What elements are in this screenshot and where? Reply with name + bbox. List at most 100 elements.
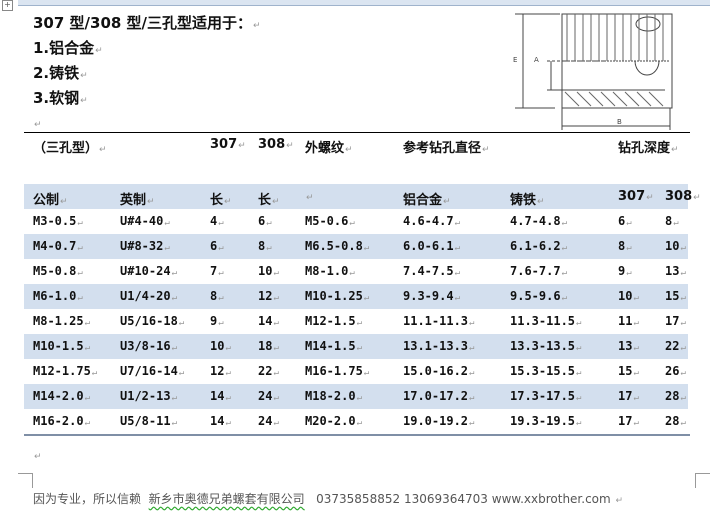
table-cell: 14 (210, 414, 231, 428)
table-row: M10-1.5 U3/8-16 10 18 M14-1.5 13.1-13.3 13.3-1… (24, 334, 688, 359)
type-label: （三孔型） (33, 137, 107, 156)
column-header: 铝合金 (403, 189, 451, 208)
table-cell: M5-0.8 (33, 264, 83, 278)
table-cell: 6 (618, 214, 632, 228)
column-header: 铸铁 (510, 189, 545, 208)
table-cell: M12-1.75 (33, 364, 97, 378)
table-cell: M8-1.0 (305, 264, 355, 278)
table-cell: 6.1-6.2 (510, 239, 567, 253)
footer: 因为专业，所以信赖 新乡市奥德兄弟螺套有限公司 03735858852 1306… (33, 490, 623, 507)
table-cell: 22 (258, 364, 279, 378)
table-cell: M12-1.5 (305, 314, 362, 328)
table-cell: 24 (258, 414, 279, 428)
table-cell: M8-1.25 (33, 314, 90, 328)
table-row: M6-1.0 U1/4-20 8 12 M10-1.25 9.3-9.4 9.5-9.6 10… (24, 284, 688, 309)
diagram-label-e: E (513, 56, 517, 64)
table-row: M8-1.25 U5/16-18 9 14 M12-1.5 11.1-11.3 11.3-1… (24, 309, 688, 334)
drill-diameter-label: 参考钻孔直径 (403, 137, 490, 156)
table-cell: 6 (210, 239, 224, 253)
column-header: 307 (618, 189, 654, 204)
table-cell: U5/8-11 (120, 414, 177, 428)
table-cell: 4.7-4.8 (510, 214, 567, 228)
table-header-row: 公制英制长长铝合金铸铁307308 (24, 184, 692, 209)
column-header: 长 (258, 189, 280, 208)
table-cell: M14-2.0 (33, 389, 90, 403)
table-cell: 4 (210, 214, 224, 228)
footer-slogan: 因为专业，所以信赖 (33, 492, 142, 506)
table-cell: U1/4-20 (120, 289, 177, 303)
table-top-border (18, 0, 710, 6)
table-cell: 10 (210, 339, 231, 353)
table-row: M16-2.0 U5/8-11 14 24 M20-2.0 19.0-19.2 19.3-1… (24, 409, 688, 434)
table-cell: M16-1.75 (305, 364, 369, 378)
table-cell: M18-2.0 (305, 389, 362, 403)
table-cell: U#8-32 (120, 239, 170, 253)
table-cell: 6.0-6.1 (403, 239, 460, 253)
table-cell: 17 (618, 389, 639, 403)
table-cell: 7.4-7.5 (403, 264, 460, 278)
table-cell: 8 (258, 239, 272, 253)
table-cell: 15.0-16.2 (403, 364, 474, 378)
table-cell: 14 (210, 389, 231, 403)
table-cell: 11.1-11.3 (403, 314, 474, 328)
table-cell: U3/8-16 (120, 339, 177, 353)
table-cell: 18 (258, 339, 279, 353)
table-row: M4-0.7 U#8-32 6 8 M6.5-0.8 6.0-6.1 6.1-6.2 8 10 (24, 234, 688, 259)
table-cell: 4.6-4.7 (403, 214, 460, 228)
column-header: 英制 (120, 189, 155, 208)
intro-item: 3.软钢 (33, 87, 88, 108)
intro-item: 1.铝合金 (33, 37, 103, 58)
table-cell: M20-2.0 (305, 414, 362, 428)
diagram-label-b: B (617, 118, 622, 126)
table-cell: 28 (665, 389, 686, 403)
table-cell: 8 (665, 214, 679, 228)
table-cell: M10-1.5 (33, 339, 90, 353)
footer-website: www.xxbrother.com (491, 492, 611, 506)
table-cell: 28 (665, 414, 686, 428)
table-cell: 8 (618, 239, 632, 253)
footer-company: 新乡市奥德兄弟螺套有限公司 (148, 492, 305, 506)
table-cell: 17 (665, 314, 686, 328)
table-row: M5-0.8 U#10-24 7 10 M8-1.0 7.4-7.5 7.6-7.7 9 13 (24, 259, 688, 284)
table-cell: 13.1-13.3 (403, 339, 474, 353)
footer-phone: 13069364703 (403, 492, 488, 506)
intro-title: 307 型/308 型/三孔型适用于： (33, 12, 261, 33)
table-cell: 12 (258, 289, 279, 303)
table-divider (24, 132, 690, 133)
table-cell: M14-1.5 (305, 339, 362, 353)
table-cell: M10-1.25 (305, 289, 369, 303)
diagram-label-a: A (534, 56, 539, 64)
column-header: 308 (665, 189, 701, 204)
page-margin-mark (695, 473, 710, 488)
table-cell: 17 (618, 414, 639, 428)
table-cell: 10 (665, 239, 686, 253)
table-cell: 6 (258, 214, 272, 228)
table-cell: 12 (210, 364, 231, 378)
table-cell: 9.5-9.6 (510, 289, 567, 303)
table-cell: 22 (665, 339, 686, 353)
table-cell: 11 (618, 314, 639, 328)
col-307-label: 307 (210, 137, 246, 152)
column-header: 公制 (33, 189, 68, 208)
table-cell: 15 (665, 289, 686, 303)
table-cell: 10 (618, 289, 639, 303)
table-cell: 19.3-19.5 (510, 414, 581, 428)
table-move-handle[interactable]: + (2, 0, 13, 11)
footer-phone: 03735858852 (316, 492, 401, 506)
table-row: M14-2.0 U1/2-13 14 24 M18-2.0 17.0-17.2 17.3-1… (24, 384, 688, 409)
empty-paragraph (33, 444, 42, 463)
table-cell: 9 (618, 264, 632, 278)
thread-insert-diagram: E A B (513, 13, 673, 130)
column-header: 长 (210, 189, 232, 208)
table-cell: 17.3-17.5 (510, 389, 581, 403)
col-308-label: 308 (258, 137, 294, 152)
table-cell: 14 (258, 314, 279, 328)
table-cell: M6.5-0.8 (305, 239, 369, 253)
page-margin-mark (18, 473, 33, 488)
column-header (305, 189, 314, 204)
table-bottom-border (24, 434, 690, 436)
intro-item: 2.铸铁 (33, 62, 88, 83)
table-cell: 13 (665, 264, 686, 278)
table-cell: M3-0.5 (33, 214, 83, 228)
table-cell: 7 (210, 264, 224, 278)
